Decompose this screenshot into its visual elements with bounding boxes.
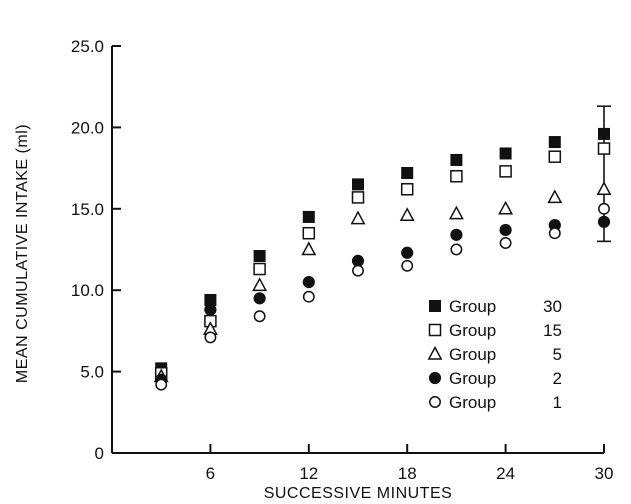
data-point-group-1 — [500, 238, 510, 248]
legend-label: Group — [449, 345, 496, 364]
data-point-group-1 — [205, 332, 215, 342]
legend: Group 30 Group 15 Group 5 Group 2 Group 1 — [429, 297, 562, 412]
data-point-group-2 — [205, 304, 216, 315]
data-point-group-15 — [303, 228, 314, 239]
data-point-group-15 — [549, 151, 560, 162]
x-tick-label: 12 — [299, 464, 318, 483]
legend-marker-group-5 — [429, 348, 441, 360]
data-point-group-5 — [598, 183, 610, 195]
data-point-group-15 — [500, 166, 511, 177]
data-point-group-1 — [402, 261, 412, 271]
data-point-group-5 — [303, 243, 315, 255]
data-point-group-2 — [500, 224, 511, 235]
legend-label: Group — [449, 321, 496, 340]
data-point-group-1 — [599, 204, 609, 214]
data-point-group-30 — [500, 148, 511, 159]
data-point-group-30 — [402, 167, 413, 178]
data-point-group-2 — [303, 276, 314, 287]
data-point-group-30 — [599, 128, 610, 139]
y-tick-label: 10.0 — [71, 281, 104, 300]
x-tick-label: 6 — [206, 464, 215, 483]
data-point-group-30 — [353, 179, 364, 190]
x-tick-label: 30 — [595, 464, 614, 483]
data-point-group-2 — [451, 229, 462, 240]
y-tick-label: 15.0 — [71, 200, 104, 219]
series-group-2 — [156, 216, 610, 385]
legend-group-number: 15 — [543, 321, 562, 340]
legend-marker-group-15 — [430, 325, 441, 336]
data-point-group-1 — [353, 265, 363, 275]
data-point-group-5 — [450, 207, 462, 219]
x-tick-label: 18 — [398, 464, 417, 483]
data-point-group-1 — [451, 244, 461, 254]
data-point-group-30 — [549, 137, 560, 148]
data-point-group-5 — [499, 202, 511, 214]
x-tick-label: 24 — [496, 464, 515, 483]
data-point-group-5 — [253, 279, 265, 291]
data-point-group-2 — [598, 216, 609, 227]
y-tick-label: 20.0 — [71, 118, 104, 137]
data-point-group-15 — [402, 184, 413, 195]
series-group-1 — [156, 204, 609, 390]
legend-marker-group-1 — [430, 397, 440, 407]
legend-marker-group-30 — [430, 301, 441, 312]
legend-group-number: 5 — [553, 345, 562, 364]
axes: 05.010.015.020.025.06 12 18 24 30SUCCESSIVE … — [14, 37, 613, 502]
legend-group-number: 1 — [553, 393, 562, 412]
data-point-group-5 — [352, 212, 364, 224]
data-point-group-5 — [401, 209, 413, 221]
data-point-group-2 — [254, 293, 265, 304]
y-tick-label: 0 — [95, 444, 104, 463]
legend-label: Group — [449, 393, 496, 412]
data-point-group-2 — [402, 247, 413, 258]
data-point-group-15 — [254, 264, 265, 275]
y-axis-title: MEAN CUMULATIVE INTAKE (ml) — [14, 124, 31, 383]
legend-label: Group — [449, 297, 496, 316]
legend-marker-group-2 — [429, 372, 440, 383]
data-point-group-15 — [353, 192, 364, 203]
series-group-5 — [155, 183, 610, 382]
data-point-group-1 — [254, 311, 264, 321]
data-points — [155, 128, 610, 389]
data-point-group-15 — [599, 143, 610, 154]
data-point-group-30 — [303, 211, 314, 222]
data-point-group-30 — [451, 154, 462, 165]
series-group-15 — [156, 143, 610, 379]
y-tick-label: 5.0 — [80, 363, 104, 382]
legend-group-number: 30 — [543, 297, 562, 316]
series-group-30 — [156, 128, 610, 373]
legend-label: Group — [449, 369, 496, 388]
data-point-group-1 — [550, 228, 560, 238]
data-point-group-1 — [304, 292, 314, 302]
legend-group-number: 2 — [553, 369, 562, 388]
data-point-group-30 — [254, 251, 265, 262]
data-point-group-5 — [549, 191, 561, 203]
x-axis-title: SUCCESSIVE MINUTES — [264, 485, 453, 502]
data-point-group-15 — [451, 171, 462, 182]
data-point-group-1 — [156, 379, 166, 389]
y-tick-label: 25.0 — [71, 37, 104, 56]
